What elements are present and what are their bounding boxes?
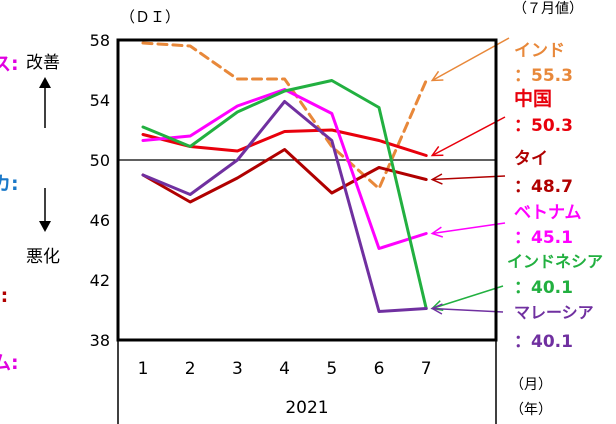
x-tick-label: 1: [138, 359, 149, 379]
series-value-label: ：55.3: [514, 66, 573, 86]
series-line: [141, 148, 428, 204]
improve-label: 改善: [26, 53, 60, 73]
arrowhead-icon: [430, 173, 443, 185]
month-note: （７月値）: [513, 1, 583, 17]
arrow-line: [431, 285, 504, 310]
left-fragment: ス:: [0, 53, 19, 75]
y-tick-label: 38: [90, 331, 110, 350]
left-fragment: ム:: [0, 352, 19, 374]
axis-ticks: 58 54 50 46 42 38 1 2 3 4 5 6 7: [90, 31, 497, 424]
arrowhead-icon: [430, 70, 444, 82]
series-line: [141, 79, 428, 310]
x-tick-label: 4: [279, 359, 290, 379]
x-tick-label: 3: [232, 359, 243, 379]
plot-frame: [116, 38, 498, 342]
series-name-label: タイ: [514, 149, 548, 169]
series-name-label: インド: [514, 41, 565, 61]
arrow-line: [432, 307, 504, 313]
x-tick-label: 2: [185, 359, 196, 379]
year-label: 2021: [285, 398, 328, 418]
year-unit-label: （年）: [510, 402, 552, 418]
plot-border: [116, 38, 498, 342]
series-value-label: ：50.3: [514, 116, 573, 136]
series-line: [141, 100, 428, 313]
left-fragment: カ:: [0, 173, 19, 195]
series-value-label: ：40.1: [514, 278, 573, 298]
month-unit-label: （月）: [510, 377, 552, 393]
arrow-line: [432, 175, 506, 181]
left-fragment: ):: [0, 285, 8, 307]
y-tick-label: 46: [90, 211, 110, 230]
y-tick-label: 42: [90, 271, 110, 290]
improve-arrow-icon: [39, 77, 51, 128]
series-name-label: ベトナム: [514, 203, 582, 223]
series-value-label: ：48.7: [514, 177, 573, 197]
worsen-arrow-icon: [39, 188, 51, 232]
series-name-label: インドネシア: [507, 252, 603, 271]
series-value-label: ：40.1: [514, 332, 573, 352]
series-value-label: ：45.1: [514, 228, 573, 248]
series-lines: [141, 41, 428, 313]
unit-label: （ＤＩ）: [120, 8, 180, 26]
y-tick-label: 50: [90, 151, 110, 170]
arrowhead-icon: [430, 226, 444, 238]
arrowhead-icon: [430, 303, 443, 315]
worsen-label: 悪化: [26, 247, 60, 267]
arrow-line: [431, 116, 506, 157]
x-tick-label: 5: [326, 359, 337, 379]
x-tick-label: 6: [374, 359, 385, 379]
series-labels: インド ：55.3中国 ：50.3 タイ ：48.7 ベトナム ：45.1 インドネシア ：40…: [507, 41, 603, 352]
series-name-label: 中国: [514, 87, 552, 110]
y-tick-label: 58: [90, 31, 110, 50]
arrowhead-icon: [430, 145, 444, 157]
left-text-fragments: ス::カ:):ム:: [0, 53, 19, 374]
series-name-label: マレーシア: [514, 303, 594, 322]
arrow-line: [432, 222, 506, 235]
y-tick-label: 54: [90, 91, 110, 110]
series-line: [141, 41, 428, 190]
x-tick-label: 7: [421, 359, 432, 379]
